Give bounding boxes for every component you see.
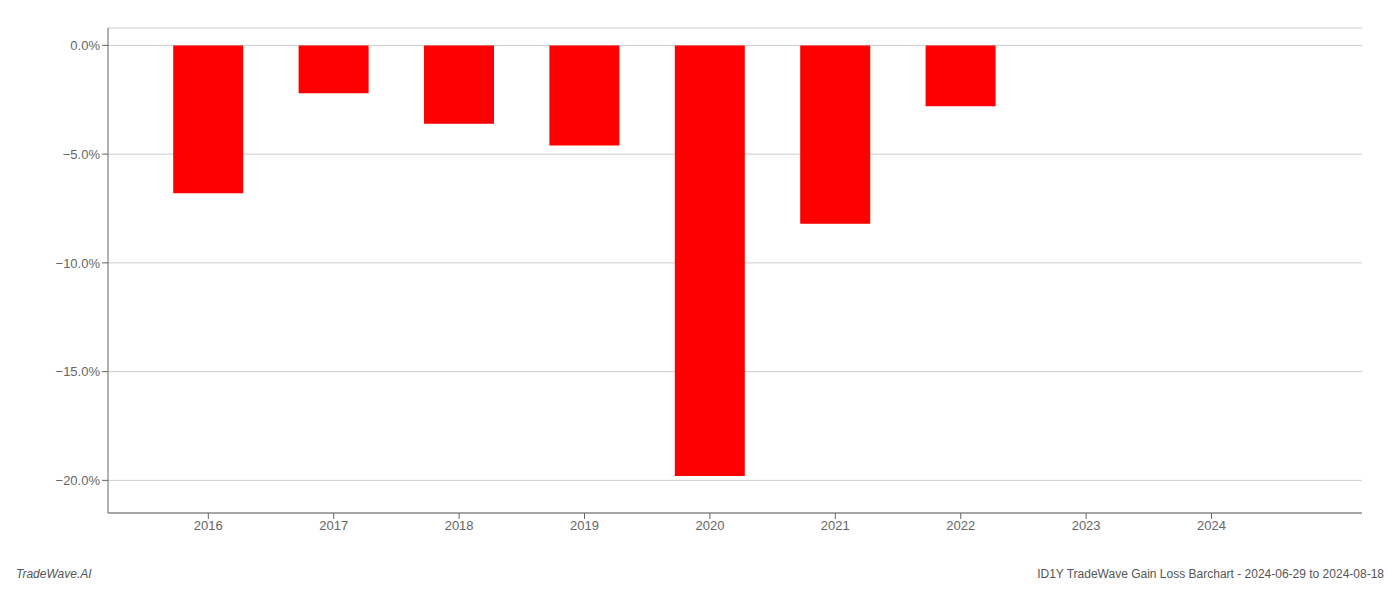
svg-text:2019: 2019 (570, 518, 599, 533)
svg-text:2021: 2021 (821, 518, 850, 533)
svg-text:2023: 2023 (1072, 518, 1101, 533)
svg-text:2017: 2017 (319, 518, 348, 533)
html-text:TradeWave.AI: TradeWave.AI (16, 567, 92, 581)
svg-text:−10.0%: −10.0% (56, 256, 101, 271)
svg-text:2020: 2020 (695, 518, 724, 533)
svg-text:−20.0%: −20.0% (56, 473, 101, 488)
svg-text:2022: 2022 (946, 518, 975, 533)
svg-text:2024: 2024 (1197, 518, 1226, 533)
svg-text:−15.0%: −15.0% (56, 364, 101, 379)
svg-text:0.0%: 0.0% (70, 38, 100, 53)
html-text:ID1Y TradeWave Gain Loss Barch: ID1Y TradeWave Gain Loss Barchart - 2024… (1037, 567, 1384, 581)
svg-text:2016: 2016 (194, 518, 223, 533)
svg-text:−5.0%: −5.0% (63, 147, 101, 162)
svg-text:2018: 2018 (445, 518, 474, 533)
